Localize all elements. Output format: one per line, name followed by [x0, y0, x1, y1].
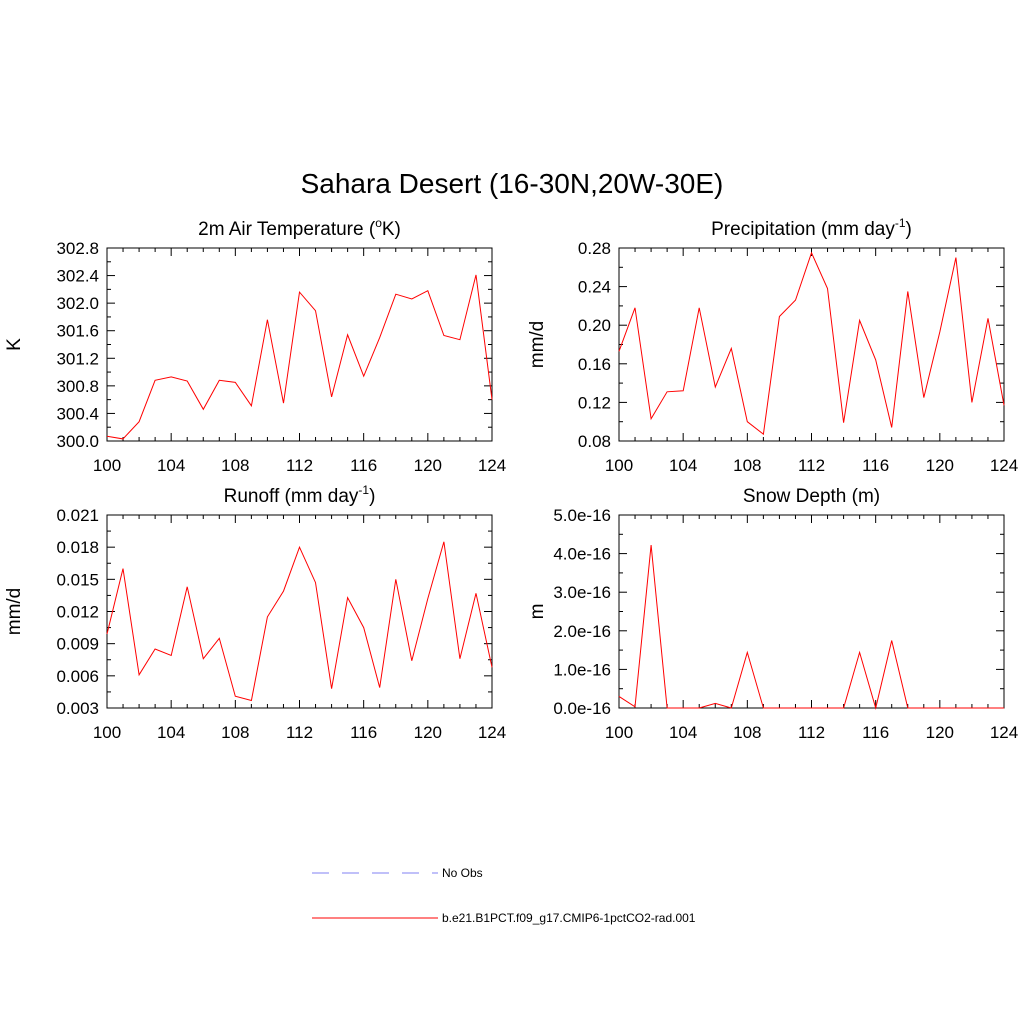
x-tick-label: 120 [926, 456, 954, 475]
y-tick-label: 300.4 [56, 404, 99, 423]
y-tick-label: 0.24 [578, 278, 611, 297]
legend-label-model: b.e21.B1PCT.f09_g17.CMIP6-1pctCO2-rad.00… [442, 911, 696, 925]
series-line-precipitation [618, 251, 1005, 436]
x-tick-label: 120 [414, 456, 442, 475]
x-tick-label: 112 [286, 723, 313, 742]
x-tick-label: 116 [862, 456, 889, 475]
y-tick-label: 1.0e-16 [553, 660, 611, 679]
panel-precipitation: Precipitation (mm day-1) 100 104 108 112 116 1… [527, 216, 1018, 475]
x-tick-label: 116 [350, 723, 377, 742]
panel-title-suffix: K) [382, 219, 401, 240]
panel-title-text: Runoff (mm day [224, 486, 359, 507]
plot-frame [618, 514, 1005, 709]
y-tick-label: 0.0e-16 [553, 699, 611, 718]
x-tick-label: 104 [669, 456, 697, 475]
series-line-temperature [106, 274, 493, 440]
x-tick-label: 104 [157, 456, 185, 475]
panel-title: Runoff (mm day-1) [224, 483, 376, 507]
panel-title: Precipitation (mm day-1) [711, 216, 912, 240]
x-tick-label: 104 [157, 723, 185, 742]
x-tick-label: 100 [605, 723, 633, 742]
panel-title-superscript: -1 [358, 483, 369, 497]
y-tick-label: 0.16 [578, 355, 611, 374]
x-tick-label: 108 [733, 723, 761, 742]
y-tick-label: 301.2 [56, 349, 99, 368]
legend: No Obs b.e21.B1PCT.f09_g17.CMIP6-1pctCO2… [312, 866, 696, 925]
x-tick-label: 124 [478, 723, 506, 742]
panel-title-suffix: ) [369, 486, 375, 507]
y-tick-label: 5.0e-16 [553, 506, 611, 525]
y-tick-label: 301.6 [56, 322, 99, 341]
y-tick-label: 302.8 [56, 239, 99, 258]
x-tick-label: 120 [414, 723, 442, 742]
y-tick-label: 0.003 [56, 699, 99, 718]
panel-snow-depth: Snow Depth (m) 100 104 108 112 116 120 124 0.0e-… [527, 486, 1018, 742]
panel-title-text: Snow Depth (m) [743, 486, 880, 507]
series-line-snow-depth [618, 545, 1004, 710]
y-tick-label: 300.0 [56, 432, 99, 451]
y-tick-label: 0.012 [56, 603, 99, 622]
y-axis-label: mm/d [527, 321, 548, 369]
y-tick-label: 0.28 [578, 239, 611, 258]
x-tick-label: 120 [926, 723, 954, 742]
panel-title-superscript: -1 [895, 216, 906, 230]
x-tick-label: 108 [733, 456, 761, 475]
y-tick-label: 3.0e-16 [553, 583, 611, 602]
x-tick-label: 104 [669, 723, 697, 742]
legend-label-no-obs: No Obs [442, 866, 483, 880]
y-axis-label: mm/d [4, 588, 25, 636]
y-tick-label: 302.0 [56, 294, 99, 313]
y-tick-label: 0.021 [56, 506, 99, 525]
x-tick-label: 108 [221, 456, 249, 475]
panel-runoff: Runoff (mm day-1) 100 104 108 112 116 120 124 0.… [4, 483, 506, 742]
plot-frame [106, 514, 493, 709]
x-tick-label: 112 [798, 456, 825, 475]
panel-title: 2m Air Temperature (oK) [198, 216, 401, 240]
x-tick-label: 100 [605, 456, 633, 475]
x-tick-label: 100 [93, 723, 121, 742]
panel-title: Snow Depth (m) [743, 486, 880, 507]
y-axis-label: K [4, 338, 25, 351]
panel-title-text: Precipitation (mm day [711, 219, 895, 240]
panels: 2m Air Temperature (oK)100 104 108 112 116 12… [4, 216, 1018, 742]
y-tick-label: 0.12 [578, 393, 611, 412]
y-axis-label: m [527, 604, 548, 620]
panel-title-superscript: o [375, 216, 382, 230]
y-tick-label: 302.4 [56, 267, 99, 286]
y-tick-label: 4.0e-16 [553, 545, 611, 564]
y-tick-label: 0.20 [578, 316, 611, 335]
y-tick-label: 0.018 [56, 538, 99, 557]
y-tick-label: 2.0e-16 [553, 622, 611, 641]
x-tick-label: 116 [350, 456, 377, 475]
series-line-runoff [106, 541, 493, 702]
y-tick-label: 0.006 [56, 667, 99, 686]
y-tick-label: 0.015 [56, 570, 99, 589]
x-tick-label: 112 [286, 456, 313, 475]
panel-title-suffix: ) [906, 219, 912, 240]
x-tick-label: 124 [990, 723, 1018, 742]
y-tick-label: 0.08 [578, 432, 611, 451]
x-tick-label: 100 [93, 456, 121, 475]
x-tick-label: 116 [862, 723, 889, 742]
panel-temperature: 2m Air Temperature (oK) 100 104 108 112 116 12… [4, 216, 506, 475]
figure-title: Sahara Desert (16-30N,20W-30E) [301, 168, 724, 199]
y-tick-label: 0.009 [56, 635, 99, 654]
x-tick-label: 124 [478, 456, 506, 475]
plot-frame [106, 247, 493, 442]
panel-title-text: 2m Air Temperature ( [198, 219, 376, 240]
x-tick-label: 124 [990, 456, 1018, 475]
plot-frame [618, 247, 1005, 442]
x-tick-label: 112 [798, 723, 825, 742]
y-tick-label: 300.8 [56, 377, 99, 396]
x-tick-label: 108 [221, 723, 249, 742]
